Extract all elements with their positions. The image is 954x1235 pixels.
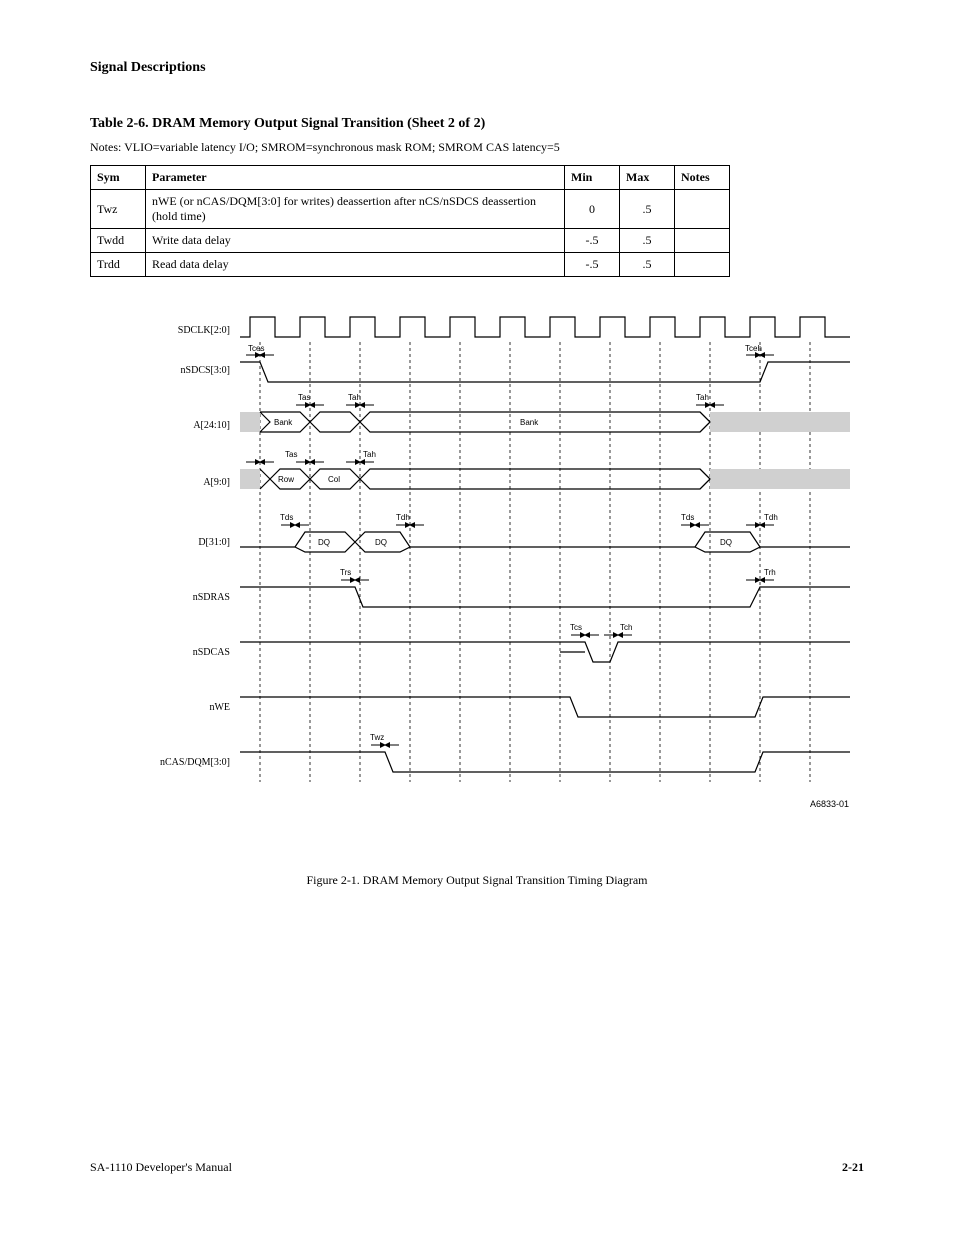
col-max: Max [620,166,675,190]
cell [675,253,730,277]
svg-text:Bank: Bank [520,418,539,427]
svg-text:DQ: DQ [720,538,732,547]
sig-a24: A[24:10] [110,420,230,431]
svg-text:Tceh: Tceh [745,344,762,353]
table-header-row: Sym Parameter Min Max Notes [91,166,730,190]
svg-text:A6833-01: A6833-01 [810,799,849,809]
cell: Write data delay [146,229,565,253]
sig-a9: A[9:0] [110,477,230,488]
cell: Read data delay [146,253,565,277]
header-left: Signal Descriptions [90,60,206,76]
page-header: Signal Descriptions [90,60,864,76]
svg-text:DQ: DQ [375,538,387,547]
cell [675,229,730,253]
table-row: Twz nWE (or nCAS/DQM[3:0] for writes) de… [91,190,730,229]
sig-nsdcas: nSDCAS [110,647,230,658]
svg-text:Tas: Tas [298,393,310,402]
sig-sdclk: SDCLK[2:0] [110,325,230,336]
cell: .5 [620,229,675,253]
svg-text:Tds: Tds [280,513,293,522]
figure-caption: Figure 2-1. DRAM Memory Output Signal Tr… [90,873,864,888]
col-min: Min [565,166,620,190]
svg-text:Tdh: Tdh [396,513,410,522]
cell: .5 [620,253,675,277]
table-subtitle: Notes: VLIO=variable latency I/O; SMROM=… [90,140,864,155]
cell: Twz [91,190,146,229]
svg-text:Trh: Trh [764,568,776,577]
svg-text:Twz: Twz [370,733,384,742]
svg-text:Tdh: Tdh [764,513,778,522]
sig-nsdras: nSDRAS [110,592,230,603]
svg-text:DQ: DQ [318,538,330,547]
svg-text:Tas: Tas [285,450,297,459]
cell: .5 [620,190,675,229]
table-row: Trdd Read data delay -.5 .5 [91,253,730,277]
col-notes: Notes [675,166,730,190]
svg-text:Tah: Tah [696,393,709,402]
timing-table: Sym Parameter Min Max Notes Twz nWE (or … [90,165,730,277]
table-title: Table 2-6. DRAM Memory Output Signal Tra… [90,116,864,132]
svg-text:Tds: Tds [681,513,694,522]
svg-text:Tces: Tces [248,344,264,353]
col-param: Parameter [146,166,565,190]
sig-d31: D[31:0] [110,537,230,548]
svg-text:Trs: Trs [340,568,351,577]
footer-left: SA-1110 Developer's Manual [90,1160,232,1175]
cell: -.5 [565,229,620,253]
sig-nsdcs: nSDCS[3:0] [110,365,230,376]
svg-text:Tah: Tah [363,450,376,459]
cell: 0 [565,190,620,229]
timing-svg: Tces Tceh Bank Bank Tas Tah Tah [240,307,880,867]
sig-nwe: nWE [110,702,230,713]
svg-text:Tah: Tah [348,393,361,402]
cell: Twdd [91,229,146,253]
svg-text:Tch: Tch [620,623,632,632]
table-row: Twdd Write data delay -.5 .5 [91,229,730,253]
cell: Trdd [91,253,146,277]
timing-diagram: SDCLK[2:0] nSDCS[3:0] A[24:10] A[9:0] D[… [90,307,870,867]
page-footer: SA-1110 Developer's Manual 2-21 [90,1160,864,1175]
cell: nWE (or nCAS/DQM[3:0] for writes) deasse… [146,190,565,229]
footer-right: 2-21 [842,1160,864,1175]
col-sym: Sym [91,166,146,190]
svg-text:Row: Row [278,475,294,484]
cell: -.5 [565,253,620,277]
sig-ncasdqm: nCAS/DQM[3:0] [110,757,230,768]
svg-text:Col: Col [328,475,340,484]
svg-text:Bank: Bank [274,418,293,427]
cell [675,190,730,229]
svg-text:Tcs: Tcs [570,623,582,632]
